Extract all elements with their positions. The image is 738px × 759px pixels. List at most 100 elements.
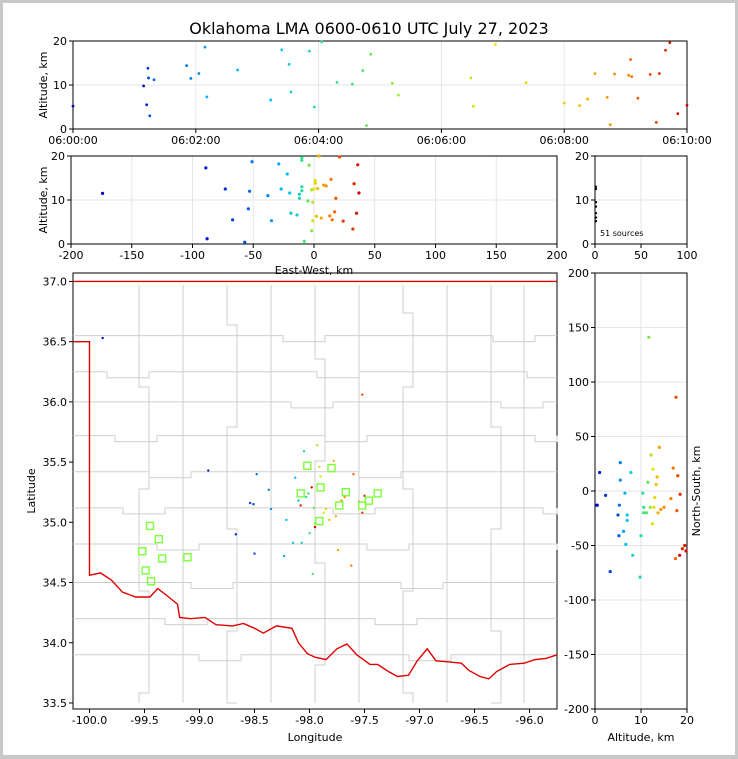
source-point bbox=[494, 43, 497, 46]
source-point bbox=[297, 192, 302, 196]
histogram-point bbox=[594, 185, 598, 188]
x-tick-label: 50 bbox=[368, 249, 382, 262]
lma-station-marker bbox=[341, 488, 350, 497]
source-point bbox=[248, 501, 252, 505]
y-axis-label: Altitude, km bbox=[37, 51, 50, 118]
y-axis-label: Altitude, km bbox=[37, 166, 50, 233]
source-point bbox=[332, 459, 335, 463]
source-point bbox=[618, 478, 622, 482]
source-point bbox=[352, 182, 356, 186]
county-line bbox=[73, 507, 558, 515]
source-point bbox=[253, 552, 256, 555]
x-tick-label: -98.5 bbox=[240, 714, 268, 727]
source-point bbox=[280, 48, 284, 52]
source-point bbox=[313, 525, 317, 529]
source-point bbox=[369, 52, 373, 56]
source-point bbox=[305, 495, 308, 499]
x-tick-label: -98.0 bbox=[295, 714, 323, 727]
source-point bbox=[285, 172, 289, 176]
y-tick-label: 20 bbox=[53, 35, 67, 48]
x-tick-label: 0 bbox=[311, 249, 318, 262]
x-tick-label: -97.5 bbox=[350, 714, 378, 727]
source-point bbox=[624, 542, 628, 547]
source-point bbox=[312, 187, 316, 191]
source-point bbox=[685, 103, 689, 107]
lma-station-marker bbox=[146, 577, 156, 586]
x-tick-label: 06:02:00 bbox=[171, 134, 220, 147]
source-point bbox=[664, 48, 667, 52]
y-tick-label: 37.0 bbox=[43, 275, 68, 288]
source-point bbox=[656, 511, 660, 515]
source-point bbox=[300, 156, 304, 160]
source-point bbox=[334, 196, 338, 200]
source-point bbox=[307, 49, 311, 53]
source-point bbox=[250, 160, 254, 164]
source-point bbox=[101, 336, 104, 340]
source-point bbox=[334, 515, 338, 518]
y-tick-label: 36.0 bbox=[43, 396, 68, 409]
lma-station-marker bbox=[315, 516, 324, 526]
lma-station-marker bbox=[364, 496, 374, 505]
source-point bbox=[267, 488, 270, 491]
source-point bbox=[361, 393, 364, 396]
source-point bbox=[598, 470, 602, 475]
source-point bbox=[621, 529, 626, 533]
source-point bbox=[255, 472, 258, 476]
y-tick-label: 10 bbox=[51, 194, 65, 207]
source-point bbox=[328, 214, 332, 218]
source-point bbox=[669, 497, 673, 501]
source-point bbox=[312, 506, 316, 510]
y-axis-label: North-South, km bbox=[690, 446, 703, 537]
x-tick-label: -200 bbox=[59, 249, 84, 262]
figure-title: Oklahoma LMA 0600-0610 UTC July 27, 2023 bbox=[189, 19, 548, 38]
source-point bbox=[313, 181, 317, 185]
lma-station-marker bbox=[358, 501, 367, 510]
source-point bbox=[309, 188, 314, 192]
source-point bbox=[337, 155, 342, 159]
x-tick-label: 10 bbox=[634, 714, 648, 727]
source-point bbox=[300, 185, 304, 189]
source-point bbox=[351, 227, 355, 231]
source-point bbox=[652, 505, 656, 509]
y-tick-label: 0 bbox=[60, 123, 67, 136]
source-point bbox=[341, 219, 345, 223]
axes-border bbox=[72, 272, 558, 710]
source-point bbox=[627, 73, 631, 77]
county-line bbox=[73, 435, 558, 443]
source-point bbox=[350, 564, 353, 567]
source-point bbox=[314, 214, 319, 218]
source-point bbox=[300, 158, 304, 162]
source-point bbox=[630, 75, 634, 79]
source-count-label: 51 sources bbox=[600, 229, 643, 238]
lma-station-marker bbox=[183, 553, 192, 562]
source-point bbox=[683, 543, 687, 548]
source-point bbox=[629, 58, 632, 61]
source-point bbox=[203, 45, 207, 49]
source-point bbox=[617, 534, 621, 538]
x-axis-label: Longitude bbox=[288, 731, 343, 744]
county-line bbox=[73, 371, 557, 379]
source-point bbox=[678, 553, 682, 557]
y-tick-label: 34.5 bbox=[43, 577, 68, 590]
source-point bbox=[324, 507, 328, 511]
source-point bbox=[230, 218, 235, 222]
lma-figure: Oklahoma LMA 0600-0610 UTC July 27, 2023… bbox=[25, 19, 712, 744]
source-point bbox=[147, 76, 150, 80]
lma-station-marker bbox=[141, 566, 150, 575]
source-point bbox=[357, 191, 361, 195]
lma-station-marker bbox=[138, 547, 147, 556]
source-point bbox=[311, 200, 315, 204]
county-boundaries bbox=[73, 285, 558, 704]
y-tick-label: 0 bbox=[582, 485, 589, 498]
lma-station-marker bbox=[316, 483, 325, 492]
x-tick-label: 06:00:00 bbox=[48, 134, 97, 147]
ns-altitude-axes: 0 10 20 -200 -150 -100 -50 0 50 100 150 200 Altitude… bbox=[564, 267, 703, 744]
x-tick-label: -96.0 bbox=[515, 714, 543, 727]
lma-station-marker bbox=[154, 534, 164, 544]
y-tick-label: 10 bbox=[575, 194, 589, 207]
source-point bbox=[668, 41, 672, 45]
source-point bbox=[333, 210, 337, 214]
source-point bbox=[653, 495, 657, 500]
county-line bbox=[314, 285, 326, 703]
county-line bbox=[73, 471, 557, 479]
